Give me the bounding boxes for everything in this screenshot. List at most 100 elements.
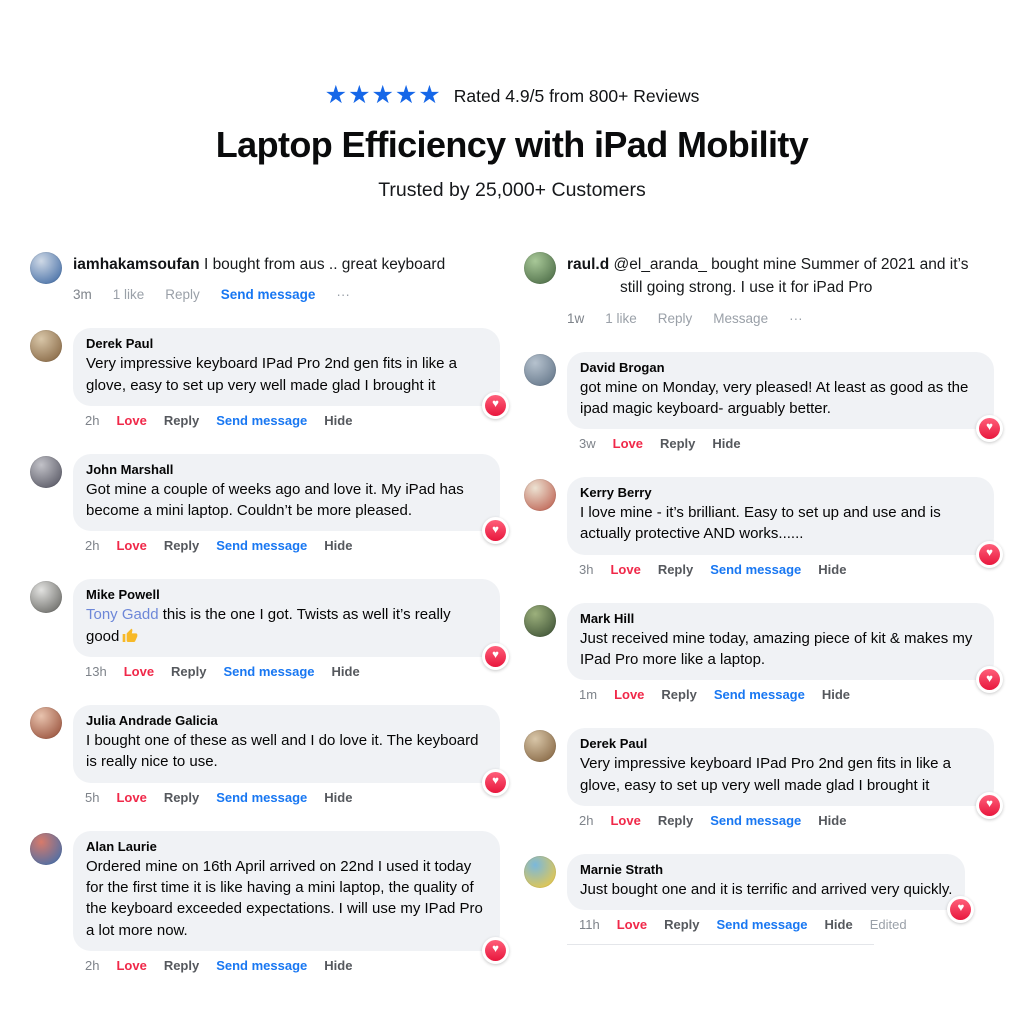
more-options-button[interactable]: ··· bbox=[789, 310, 803, 326]
love-button[interactable]: Love bbox=[116, 412, 147, 428]
hide-button[interactable]: Hide bbox=[324, 412, 353, 428]
commenter-name[interactable]: Julia Andrade Galicia bbox=[86, 713, 218, 729]
commenter-name[interactable]: iamhakamsoufan bbox=[73, 256, 200, 273]
love-reaction-badge[interactable]: ♥ bbox=[482, 391, 509, 419]
love-button[interactable]: Love bbox=[116, 957, 147, 973]
commenter-name[interactable]: Alan Laurie bbox=[86, 838, 157, 854]
comment-bubble: Julia Andrade Galicia I bought one of the… bbox=[73, 705, 509, 796]
comment: Kerry Berry I love mine - it’s brilliant.… bbox=[524, 477, 1003, 577]
timestamp: 2h bbox=[85, 957, 100, 973]
comment-text: Just received mine today, amazing piece … bbox=[580, 628, 981, 671]
love-reaction-badge[interactable]: ♥ bbox=[976, 791, 1003, 819]
hide-button[interactable]: Hide bbox=[331, 664, 360, 680]
send-message-button[interactable]: Send message bbox=[216, 412, 308, 428]
love-button[interactable]: Love bbox=[612, 436, 643, 452]
reply-button[interactable]: Reply bbox=[657, 812, 694, 828]
heart-icon: ♥ bbox=[485, 646, 506, 668]
reply-button[interactable]: Reply bbox=[163, 789, 200, 805]
send-message-button[interactable]: Send message bbox=[223, 664, 315, 680]
comment: Derek Paul Very impressive keyboard IPad … bbox=[30, 328, 509, 428]
reply-button[interactable]: Reply bbox=[163, 412, 200, 428]
love-button[interactable]: Love bbox=[123, 664, 155, 680]
love-reaction-badge[interactable]: ♥ bbox=[976, 415, 1003, 443]
commenter-avatar[interactable] bbox=[524, 604, 556, 637]
send-message-button[interactable]: Send message bbox=[216, 957, 308, 973]
love-button[interactable]: Love bbox=[116, 789, 147, 805]
comment-body: Alan Laurie Ordered mine on 16th April ar… bbox=[73, 830, 509, 973]
comment-body: iamhakamsoufan I bought from aus .. grea… bbox=[73, 250, 500, 302]
commenter-avatar[interactable] bbox=[30, 455, 62, 488]
reply-button[interactable]: Reply bbox=[659, 436, 696, 452]
commenter-name[interactable]: Mark Hill bbox=[580, 610, 635, 626]
send-message-button[interactable]: Send message bbox=[716, 917, 808, 933]
send-message-button[interactable]: Send message bbox=[216, 789, 308, 805]
commenter-avatar[interactable] bbox=[524, 252, 556, 284]
message-button[interactable]: Message bbox=[713, 310, 769, 326]
commenter-avatar[interactable] bbox=[30, 252, 62, 284]
love-reaction-badge[interactable]: ♥ bbox=[976, 540, 1003, 568]
comment-bubble: Mike Powell Tony Gadd this is the one I g… bbox=[73, 579, 509, 671]
commenter-name[interactable]: John Marshall bbox=[86, 461, 174, 477]
like-count[interactable]: 1 like bbox=[605, 310, 637, 326]
love-button[interactable]: Love bbox=[610, 812, 641, 828]
commenter-avatar[interactable] bbox=[30, 581, 62, 614]
send-message-button[interactable]: Send message bbox=[216, 538, 308, 554]
heart-icon: ♥ bbox=[979, 669, 1000, 691]
hide-button[interactable]: Hide bbox=[324, 538, 353, 554]
mention-link[interactable]: Tony Gadd bbox=[86, 606, 159, 624]
commenter-avatar[interactable] bbox=[30, 707, 62, 740]
comment-body: Mike Powell Tony Gadd this is the one I g… bbox=[73, 579, 509, 680]
commenter-avatar[interactable] bbox=[524, 353, 556, 386]
more-options-button[interactable]: ··· bbox=[336, 287, 350, 303]
send-message-button[interactable]: Send message bbox=[710, 561, 802, 577]
send-message-button[interactable]: Send message bbox=[220, 287, 316, 303]
love-reaction-badge[interactable]: ♥ bbox=[976, 666, 1003, 694]
like-count[interactable]: 1 like bbox=[112, 287, 145, 303]
commenter-avatar[interactable] bbox=[524, 730, 556, 763]
love-reaction-badge[interactable]: ♥ bbox=[947, 896, 975, 924]
reply-button[interactable]: Reply bbox=[657, 561, 694, 577]
reply-button[interactable]: Reply bbox=[171, 664, 207, 680]
heart-icon: ♥ bbox=[979, 794, 1000, 816]
commenter-name[interactable]: raul.d bbox=[567, 256, 610, 273]
commenter-avatar[interactable] bbox=[524, 479, 556, 512]
comment-text: I bought one of these as well and I do l… bbox=[86, 730, 487, 773]
commenter-name[interactable]: Marnie Strath bbox=[580, 861, 664, 877]
love-button[interactable]: Love bbox=[116, 538, 147, 554]
timestamp: 2h bbox=[85, 412, 100, 428]
reply-button[interactable]: Reply bbox=[661, 687, 697, 703]
comment-text: I love mine - it’s brilliant. Easy to se… bbox=[580, 502, 981, 545]
reply-button[interactable]: Reply bbox=[163, 538, 200, 554]
love-button[interactable]: Love bbox=[614, 687, 645, 703]
comment-text-span: I bought one of these as well and I do l… bbox=[86, 732, 479, 771]
hide-button[interactable]: Hide bbox=[824, 917, 853, 933]
love-button[interactable]: Love bbox=[616, 917, 648, 933]
send-message-button[interactable]: Send message bbox=[710, 812, 802, 828]
commenter-name[interactable]: Derek Paul bbox=[580, 736, 648, 752]
hide-button[interactable]: Hide bbox=[324, 957, 353, 973]
commenter-name[interactable]: Derek Paul bbox=[86, 336, 154, 352]
love-reaction-badge[interactable]: ♥ bbox=[482, 936, 509, 964]
love-reaction-badge[interactable]: ♥ bbox=[482, 517, 509, 545]
commenter-avatar[interactable] bbox=[524, 855, 556, 888]
love-reaction-badge[interactable]: ♥ bbox=[482, 768, 509, 796]
hide-button[interactable]: Hide bbox=[324, 789, 353, 805]
commenter-avatar[interactable] bbox=[30, 330, 62, 363]
hide-button[interactable]: Hide bbox=[818, 812, 847, 828]
love-reaction-badge[interactable]: ♥ bbox=[482, 643, 509, 671]
reply-button[interactable]: Reply bbox=[664, 917, 700, 933]
commenter-name[interactable]: Kerry Berry bbox=[580, 485, 652, 501]
love-button[interactable]: Love bbox=[610, 561, 641, 577]
hide-button[interactable]: Hide bbox=[712, 436, 741, 452]
commenter-avatar[interactable] bbox=[30, 832, 62, 865]
reply-button[interactable]: Reply bbox=[165, 287, 200, 303]
reply-button[interactable]: Reply bbox=[657, 310, 693, 326]
reply-button[interactable]: Reply bbox=[163, 957, 200, 973]
send-message-button[interactable]: Send message bbox=[713, 687, 805, 703]
hide-button[interactable]: Hide bbox=[818, 561, 847, 577]
comment: John Marshall Got mine a couple of weeks … bbox=[30, 453, 509, 554]
comment-meta: 2h Love Reply Send message Hide bbox=[579, 813, 994, 828]
commenter-name[interactable]: David Brogan bbox=[580, 359, 665, 375]
hide-button[interactable]: Hide bbox=[821, 687, 851, 703]
commenter-name[interactable]: Mike Powell bbox=[86, 587, 160, 603]
